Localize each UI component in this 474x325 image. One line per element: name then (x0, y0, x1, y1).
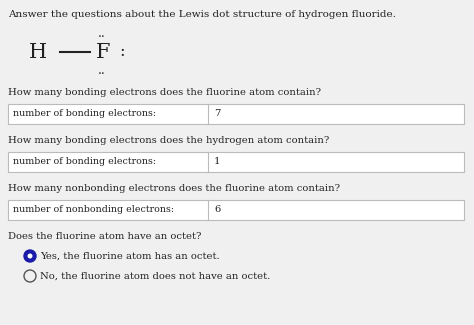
Text: number of bonding electrons:: number of bonding electrons: (13, 158, 156, 166)
Text: :: : (119, 44, 125, 60)
Circle shape (27, 254, 33, 258)
Text: How many bonding electrons does the hydrogen atom contain?: How many bonding electrons does the hydr… (8, 136, 329, 145)
FancyBboxPatch shape (8, 200, 464, 220)
FancyBboxPatch shape (8, 152, 464, 172)
Text: Yes, the fluorine atom has an octet.: Yes, the fluorine atom has an octet. (40, 252, 219, 261)
Text: Answer the questions about the Lewis dot structure of hydrogen fluoride.: Answer the questions about the Lewis dot… (8, 10, 396, 19)
Text: H: H (29, 43, 47, 61)
Text: F: F (96, 43, 110, 61)
Text: How many nonbonding electrons does the fluorine atom contain?: How many nonbonding electrons does the f… (8, 184, 340, 193)
Text: ··: ·· (98, 68, 106, 81)
Circle shape (24, 250, 36, 262)
Text: ··: ·· (98, 31, 106, 44)
FancyBboxPatch shape (8, 104, 464, 124)
Text: No, the fluorine atom does not have an octet.: No, the fluorine atom does not have an o… (40, 271, 270, 280)
Text: Does the fluorine atom have an octet?: Does the fluorine atom have an octet? (8, 232, 201, 241)
Circle shape (24, 270, 36, 282)
Text: number of nonbonding electrons:: number of nonbonding electrons: (13, 205, 174, 214)
Text: number of bonding electrons:: number of bonding electrons: (13, 110, 156, 119)
Text: How many bonding electrons does the fluorine atom contain?: How many bonding electrons does the fluo… (8, 88, 321, 97)
Text: 6: 6 (214, 205, 220, 214)
Text: 7: 7 (214, 110, 220, 119)
Text: 1: 1 (214, 158, 220, 166)
